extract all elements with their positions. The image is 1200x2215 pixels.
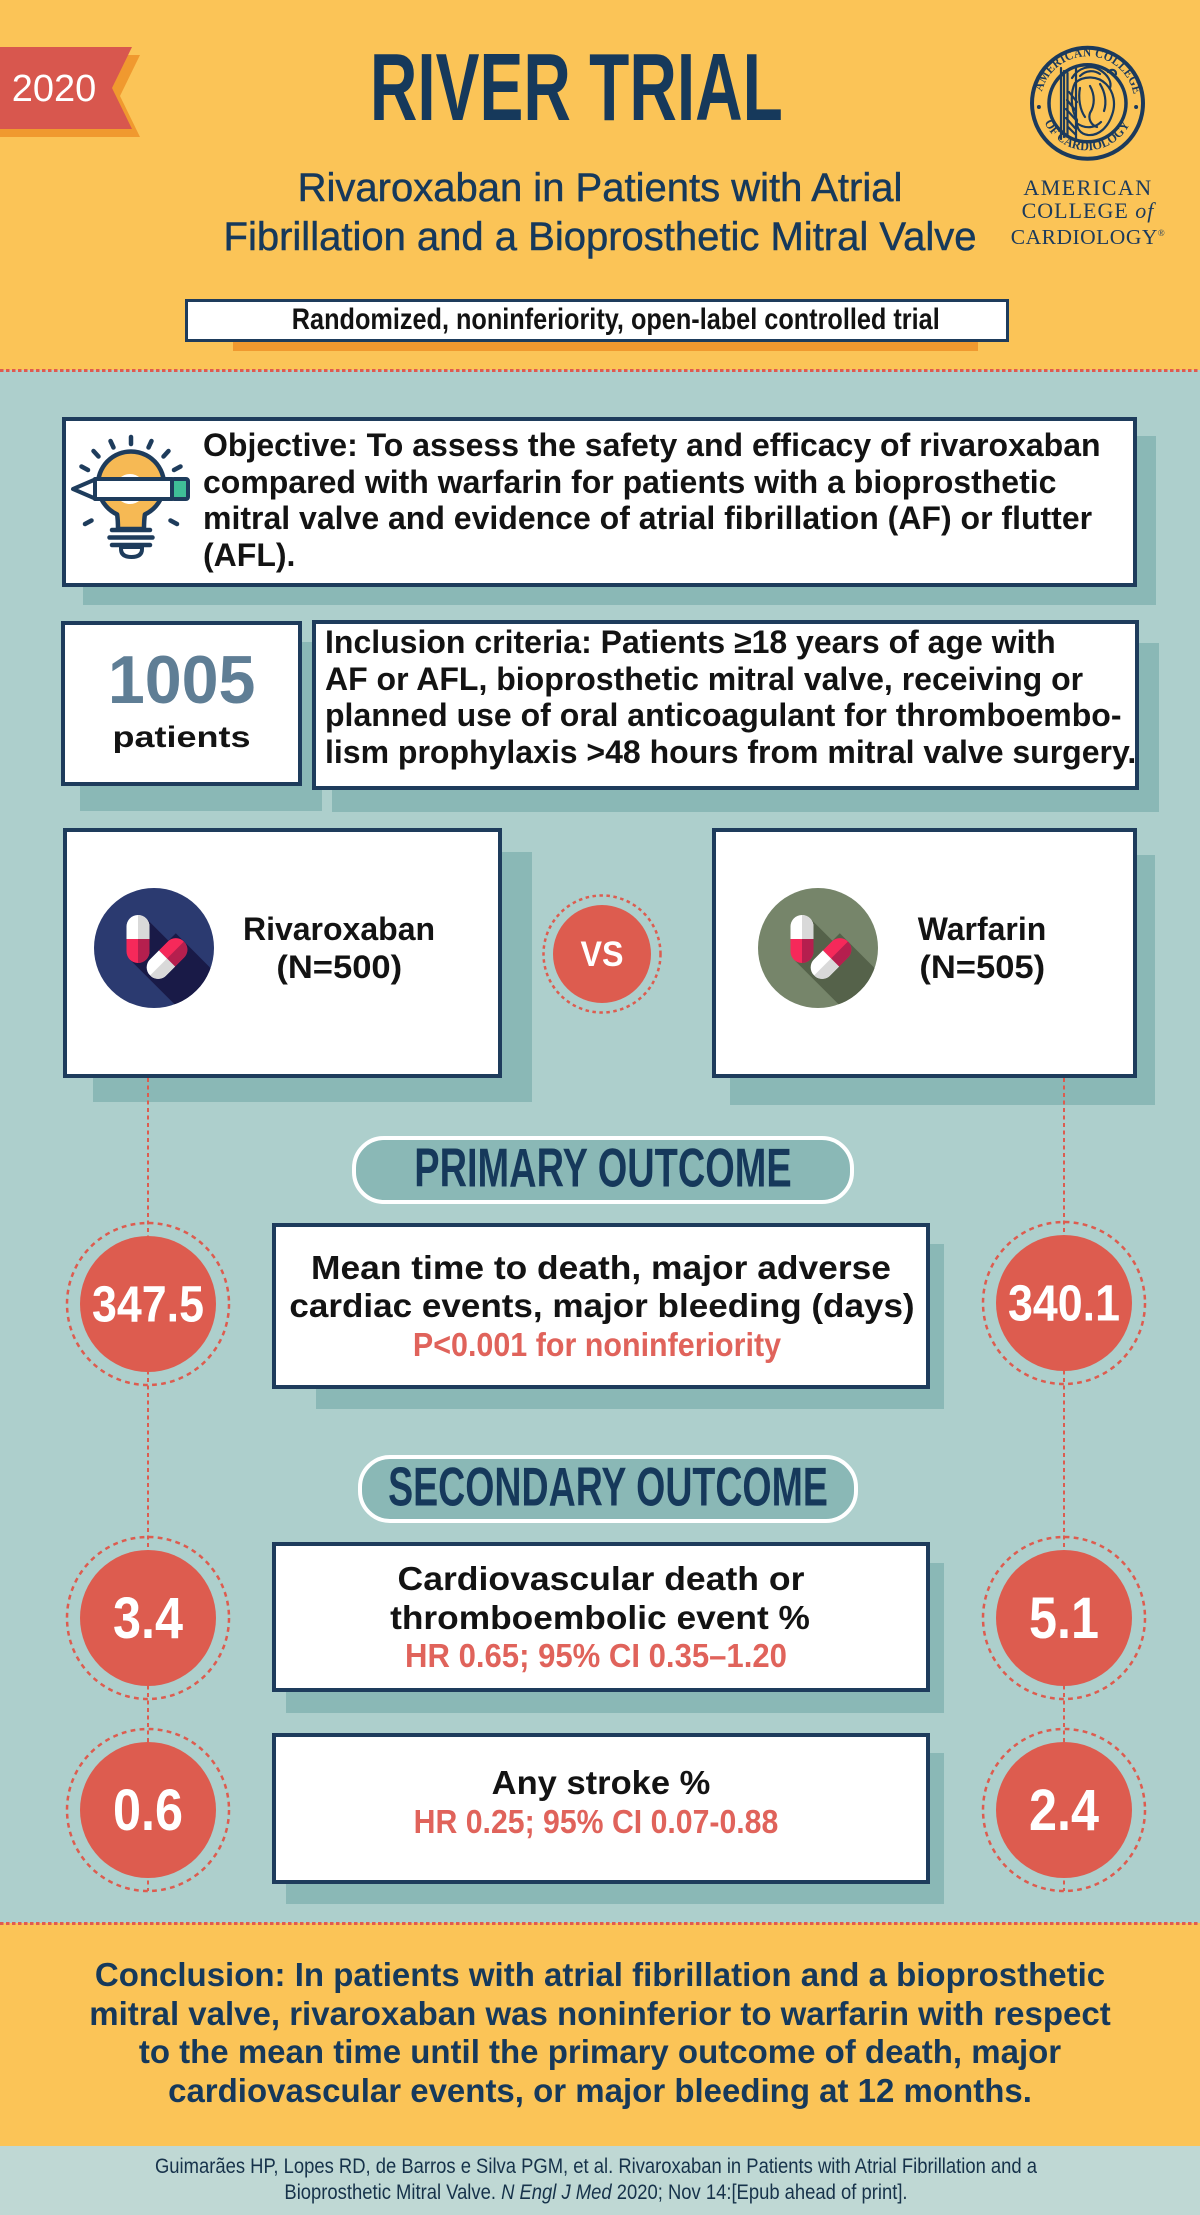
svg-text:0.6: 0.6: [113, 1778, 183, 1843]
svg-text:347.5: 347.5: [92, 1276, 204, 1333]
svg-text:340.1: 340.1: [1008, 1275, 1120, 1332]
svg-text:2020: 2020: [12, 68, 97, 110]
svg-text:AMERICAN COLLEGE: AMERICAN COLLEGE: [1031, 45, 1144, 95]
svg-text:2.4: 2.4: [1029, 1778, 1099, 1843]
svg-text:3.4: 3.4: [113, 1586, 183, 1651]
svg-text:5.1: 5.1: [1029, 1586, 1099, 1651]
svg-text:VS: VS: [581, 935, 624, 974]
